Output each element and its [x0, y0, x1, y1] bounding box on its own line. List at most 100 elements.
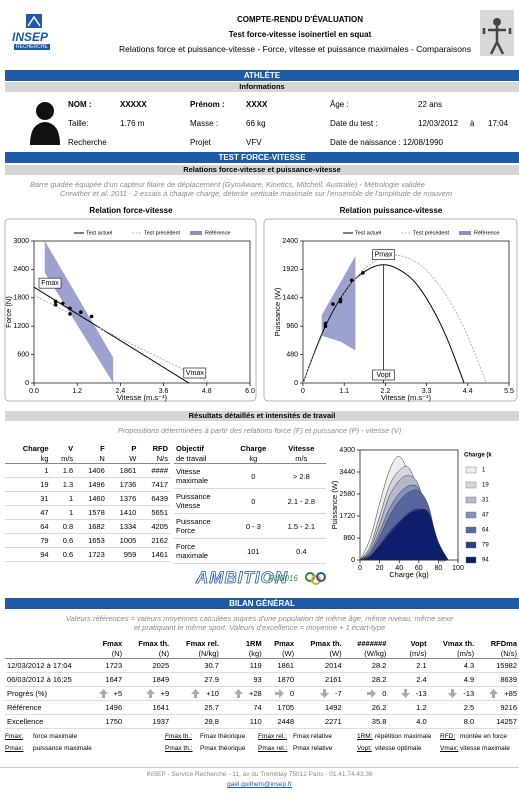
header-cell: m/s [276, 453, 326, 464]
chart-panel [4, 218, 257, 402]
data-cell: +28 [220, 686, 264, 701]
data-cell: 1 [5, 463, 51, 478]
definition-text: montée en force [460, 733, 507, 740]
header-cell: Fmax rel. [185, 638, 219, 648]
data-cell: 1647 [87, 672, 125, 687]
definition-text: Pmax théorique [200, 745, 246, 752]
footer-email[interactable]: gael.guilhem@insep.fr [227, 781, 292, 788]
cell-text: 14257 [496, 717, 517, 726]
y-tick-label: 0 [294, 380, 298, 387]
y-tick-label: 1920 [282, 266, 298, 273]
header-cell: 1RM [245, 638, 262, 648]
progress-arrow [274, 689, 284, 699]
subsection-bar: Informations [5, 82, 519, 92]
cell-text: 1641 [152, 703, 170, 712]
data-cell: 5651 [138, 505, 170, 520]
logo-subtext: RECHERCHE [14, 44, 50, 50]
data-cell: 27.9 [171, 672, 221, 687]
cell-text: -13 [463, 688, 475, 698]
header-cell: kg [5, 453, 51, 464]
data-cell: Progrès (%) [5, 686, 87, 701]
legend-label: Test actuel [86, 230, 112, 236]
cell-text: 1647 [105, 675, 123, 684]
data-point [68, 312, 72, 316]
definitions: Fmax: force maximale Fmax th.: Fmax théoriq… [0, 733, 519, 757]
header-row: kg m/s N W N/s [5, 453, 170, 464]
data-table: Charge V F P RFD kg m/s N W N/s 1 1.6 1406 1861 #### 19… [5, 443, 170, 562]
y-tick-label: 960 [286, 323, 298, 330]
chart-title: Relation force-vitesse [89, 206, 173, 215]
data-cell: 4205 [138, 519, 170, 534]
cell-text: -7 [334, 688, 342, 698]
area-series [359, 509, 449, 561]
athlete-field: NOM : [68, 100, 92, 109]
data-cell: 0 [230, 488, 277, 514]
definition-key: Vmax: [440, 745, 459, 752]
data-cell: 1492 [296, 700, 344, 715]
data-cell: 4.9 [428, 672, 477, 687]
data-cell: 0 - 3 [230, 513, 277, 539]
data-cell: 2448 [263, 714, 297, 729]
cell-text: 4.3 [463, 661, 475, 670]
data-cell: 1682 [75, 519, 107, 534]
definition-text: vitesse maximale [460, 745, 510, 752]
x-tick-label: 0 [358, 565, 362, 572]
legend-label: 64 [482, 528, 489, 534]
annotation-text: Pmax [375, 252, 393, 259]
data-cell: 1 [50, 491, 76, 506]
progress-arrow [191, 689, 201, 699]
data-cell: 1641 [124, 700, 172, 715]
data-row: Puissance Force 0 - 3 1.5 - 2.1 [174, 513, 326, 539]
line-series [33, 295, 211, 384]
chart-title: Relation puissance-vitesse [340, 206, 443, 215]
data-cell: 1410 [106, 505, 139, 520]
x-tick-label: 4.4 [463, 388, 473, 395]
cell-text: 2448 [277, 717, 295, 726]
header-cell: Pmax [274, 638, 295, 648]
cell-text: 1.2 [416, 703, 427, 712]
legend-label: Test précédent [144, 230, 181, 236]
cell-text: 8.0 [463, 717, 475, 726]
cell-text: 30.7 [204, 661, 219, 670]
cell-text: 2014 [324, 661, 342, 670]
data-row: Référence 1496 1641 25.7 74 1705 1492 26.2 1.2 2.… [5, 700, 519, 715]
athlete-field: 17:04 [488, 119, 509, 128]
arrow-shape [489, 689, 499, 699]
data-cell: +10 [171, 686, 221, 701]
cell-text: 4.0 [416, 717, 427, 726]
legend-swatch [465, 541, 477, 549]
cell-text: +9 [160, 688, 170, 698]
header-row: Fmax Fmax th. Fmax rel. 1RM Pmax Pmax th. ####… [5, 638, 519, 648]
data-row: Excellence 1750 1937 29.8 110 2448 2271 35.8 4.0… [5, 714, 519, 729]
data-cell: 101 [230, 538, 277, 564]
legend-label: 19 [482, 483, 489, 489]
x-tick-label: 0.0 [29, 388, 39, 395]
y-axis-label: Puissance (W) [330, 480, 339, 529]
data-cell: 1937 [124, 714, 172, 729]
data-cell: 2162 [138, 533, 170, 548]
header-cell: N/s [138, 453, 170, 464]
arrow-shape [191, 689, 201, 699]
cell-text: Excellence [7, 717, 44, 726]
data-cell: 79 [5, 533, 51, 548]
cell-text: 1492 [324, 703, 342, 712]
legend-swatch [190, 231, 202, 235]
legend-label: 94 [482, 558, 489, 564]
logo-shape [26, 14, 42, 28]
y-tick-label: 1440 [282, 295, 298, 302]
progress-arrow [233, 689, 243, 699]
definition-key: 1RM: [357, 733, 373, 740]
summary-note: et pratiquant le même sport. Valeurs d'e… [133, 623, 386, 632]
header-cell: (N) [124, 648, 172, 659]
x-tick-label: 1.2 [72, 388, 82, 395]
cell-text: 1750 [105, 717, 123, 726]
x-tick-label: 6.0 [245, 388, 255, 395]
data-cell: 2014 [296, 658, 344, 673]
legend-swatch [465, 556, 477, 564]
data-cell: 0.8 [50, 519, 76, 534]
cell-text: -13 [415, 688, 427, 698]
y-tick-label: 1200 [13, 323, 29, 330]
data-cell: 29.8 [171, 714, 221, 729]
data-point [331, 302, 335, 306]
definition-text: force maximale [33, 733, 78, 740]
